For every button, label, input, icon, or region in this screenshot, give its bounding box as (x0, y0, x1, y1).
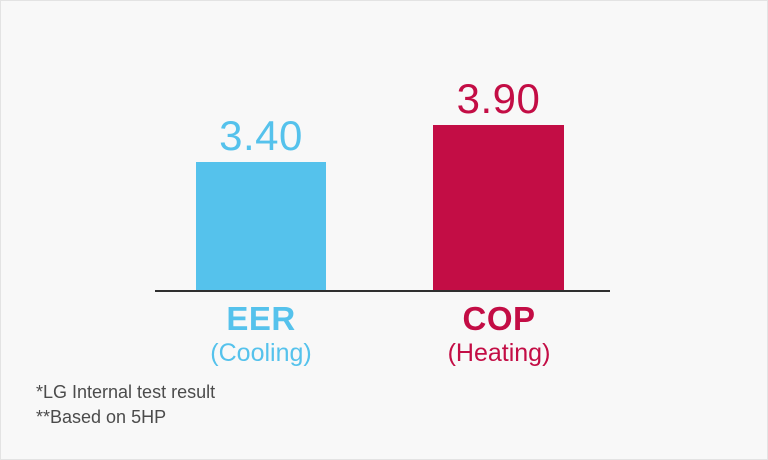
cop-value-label: 3.90 (456, 75, 541, 122)
footnotes: *LG Internal test result **Based on 5HP (36, 380, 215, 430)
footnote-test-result: *LG Internal test result (36, 382, 216, 402)
footnote-based-on: **Based on 5HP (36, 407, 167, 427)
cop-category-sublabel: (Heating) (447, 339, 551, 367)
eer-category-sublabel: (Cooling) (210, 339, 312, 367)
eer-value-label: 3.40 (219, 112, 303, 159)
cop-category-label: COP (462, 300, 536, 337)
cop-bar (433, 125, 564, 291)
x-axis-line (155, 290, 610, 292)
eer-category-label: EER (226, 300, 296, 337)
eer-bar (196, 162, 326, 291)
cop-category: COP (Heating) (424, 300, 574, 368)
eer-category: EER (Cooling) (186, 300, 336, 368)
